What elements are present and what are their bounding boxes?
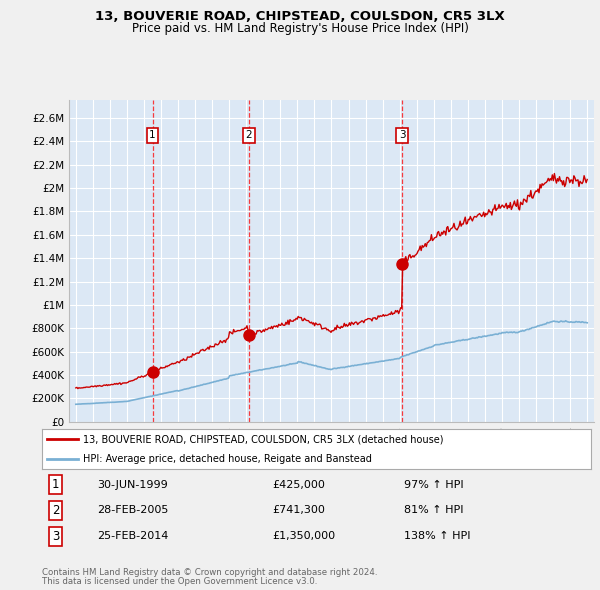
Text: 1: 1 bbox=[149, 130, 156, 140]
Text: £1,350,000: £1,350,000 bbox=[272, 531, 336, 541]
Text: 2: 2 bbox=[245, 130, 253, 140]
Text: £425,000: £425,000 bbox=[272, 480, 325, 490]
Text: 1: 1 bbox=[52, 478, 59, 491]
Text: 97% ↑ HPI: 97% ↑ HPI bbox=[404, 480, 464, 490]
Text: 138% ↑ HPI: 138% ↑ HPI bbox=[404, 531, 471, 541]
Text: 13, BOUVERIE ROAD, CHIPSTEAD, COULSDON, CR5 3LX (detached house): 13, BOUVERIE ROAD, CHIPSTEAD, COULSDON, … bbox=[83, 434, 443, 444]
Text: 30-JUN-1999: 30-JUN-1999 bbox=[97, 480, 167, 490]
Text: 3: 3 bbox=[399, 130, 406, 140]
Text: Price paid vs. HM Land Registry's House Price Index (HPI): Price paid vs. HM Land Registry's House … bbox=[131, 22, 469, 35]
Text: Contains HM Land Registry data © Crown copyright and database right 2024.: Contains HM Land Registry data © Crown c… bbox=[42, 568, 377, 576]
Text: HPI: Average price, detached house, Reigate and Banstead: HPI: Average price, detached house, Reig… bbox=[83, 454, 372, 464]
Text: 81% ↑ HPI: 81% ↑ HPI bbox=[404, 506, 464, 516]
Text: 13, BOUVERIE ROAD, CHIPSTEAD, COULSDON, CR5 3LX: 13, BOUVERIE ROAD, CHIPSTEAD, COULSDON, … bbox=[95, 10, 505, 23]
Text: 3: 3 bbox=[52, 530, 59, 543]
Text: 28-FEB-2005: 28-FEB-2005 bbox=[97, 506, 168, 516]
Text: 25-FEB-2014: 25-FEB-2014 bbox=[97, 531, 168, 541]
Text: £741,300: £741,300 bbox=[272, 506, 325, 516]
Text: This data is licensed under the Open Government Licence v3.0.: This data is licensed under the Open Gov… bbox=[42, 577, 317, 586]
Text: 2: 2 bbox=[52, 504, 59, 517]
